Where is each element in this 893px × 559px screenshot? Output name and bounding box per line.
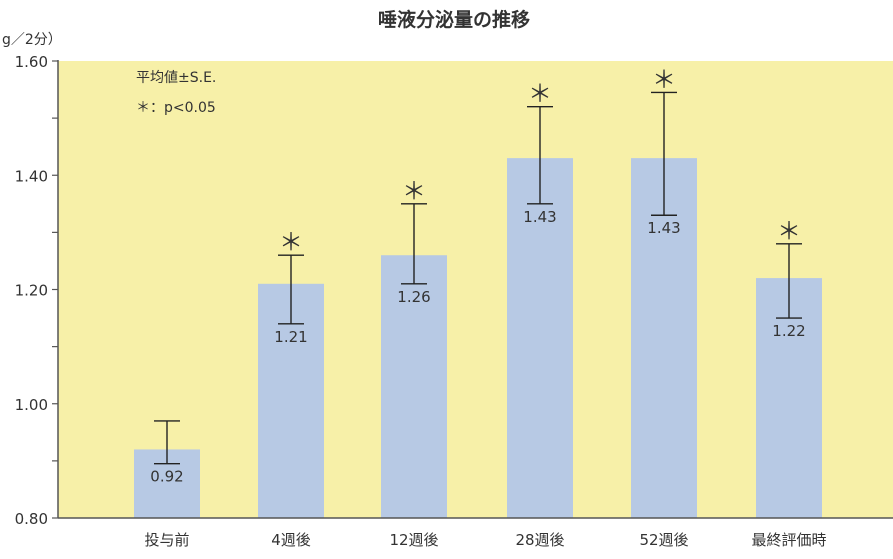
bar (381, 255, 447, 518)
y-tick-label: 1.00 (15, 396, 48, 414)
x-category-label: 4週後 (271, 531, 311, 549)
significance-mark: ＊ (402, 177, 426, 205)
bar-value-label: 1.26 (397, 288, 430, 306)
bar-value-label: 1.21 (274, 328, 307, 346)
bar-value-label: 1.22 (772, 322, 805, 340)
y-tick-label: 1.60 (15, 53, 48, 71)
legend-significance: ＊：p<0.05 (136, 100, 216, 116)
bar-value-label: 0.92 (150, 468, 183, 486)
chart-title: 唾液分泌量の推移 (378, 8, 530, 31)
bar (631, 158, 697, 519)
y-tick-label: 1.40 (15, 167, 48, 185)
y-tick-label: 0.80 (15, 510, 48, 528)
x-category-label: 投与前 (144, 531, 189, 549)
x-category-label: 28週後 (515, 531, 564, 549)
significance-mark: ＊ (652, 65, 676, 93)
significance-mark: ＊ (528, 80, 552, 108)
bar-value-label: 1.43 (647, 219, 680, 237)
x-category-label: 52週後 (639, 531, 688, 549)
y-tick-label: 1.20 (15, 282, 48, 300)
x-category-label: 12週後 (389, 531, 438, 549)
bar (507, 158, 573, 519)
significance-mark: ＊ (777, 217, 801, 245)
plot-background (58, 61, 893, 518)
x-category-label: 最終評価時 (751, 531, 826, 549)
legend-mean-se: 平均値±S.E. (136, 70, 216, 86)
bar-value-label: 1.43 (523, 208, 556, 226)
significance-mark: ＊ (279, 228, 303, 256)
y-axis-unit-label: g／2分） (2, 32, 62, 48)
